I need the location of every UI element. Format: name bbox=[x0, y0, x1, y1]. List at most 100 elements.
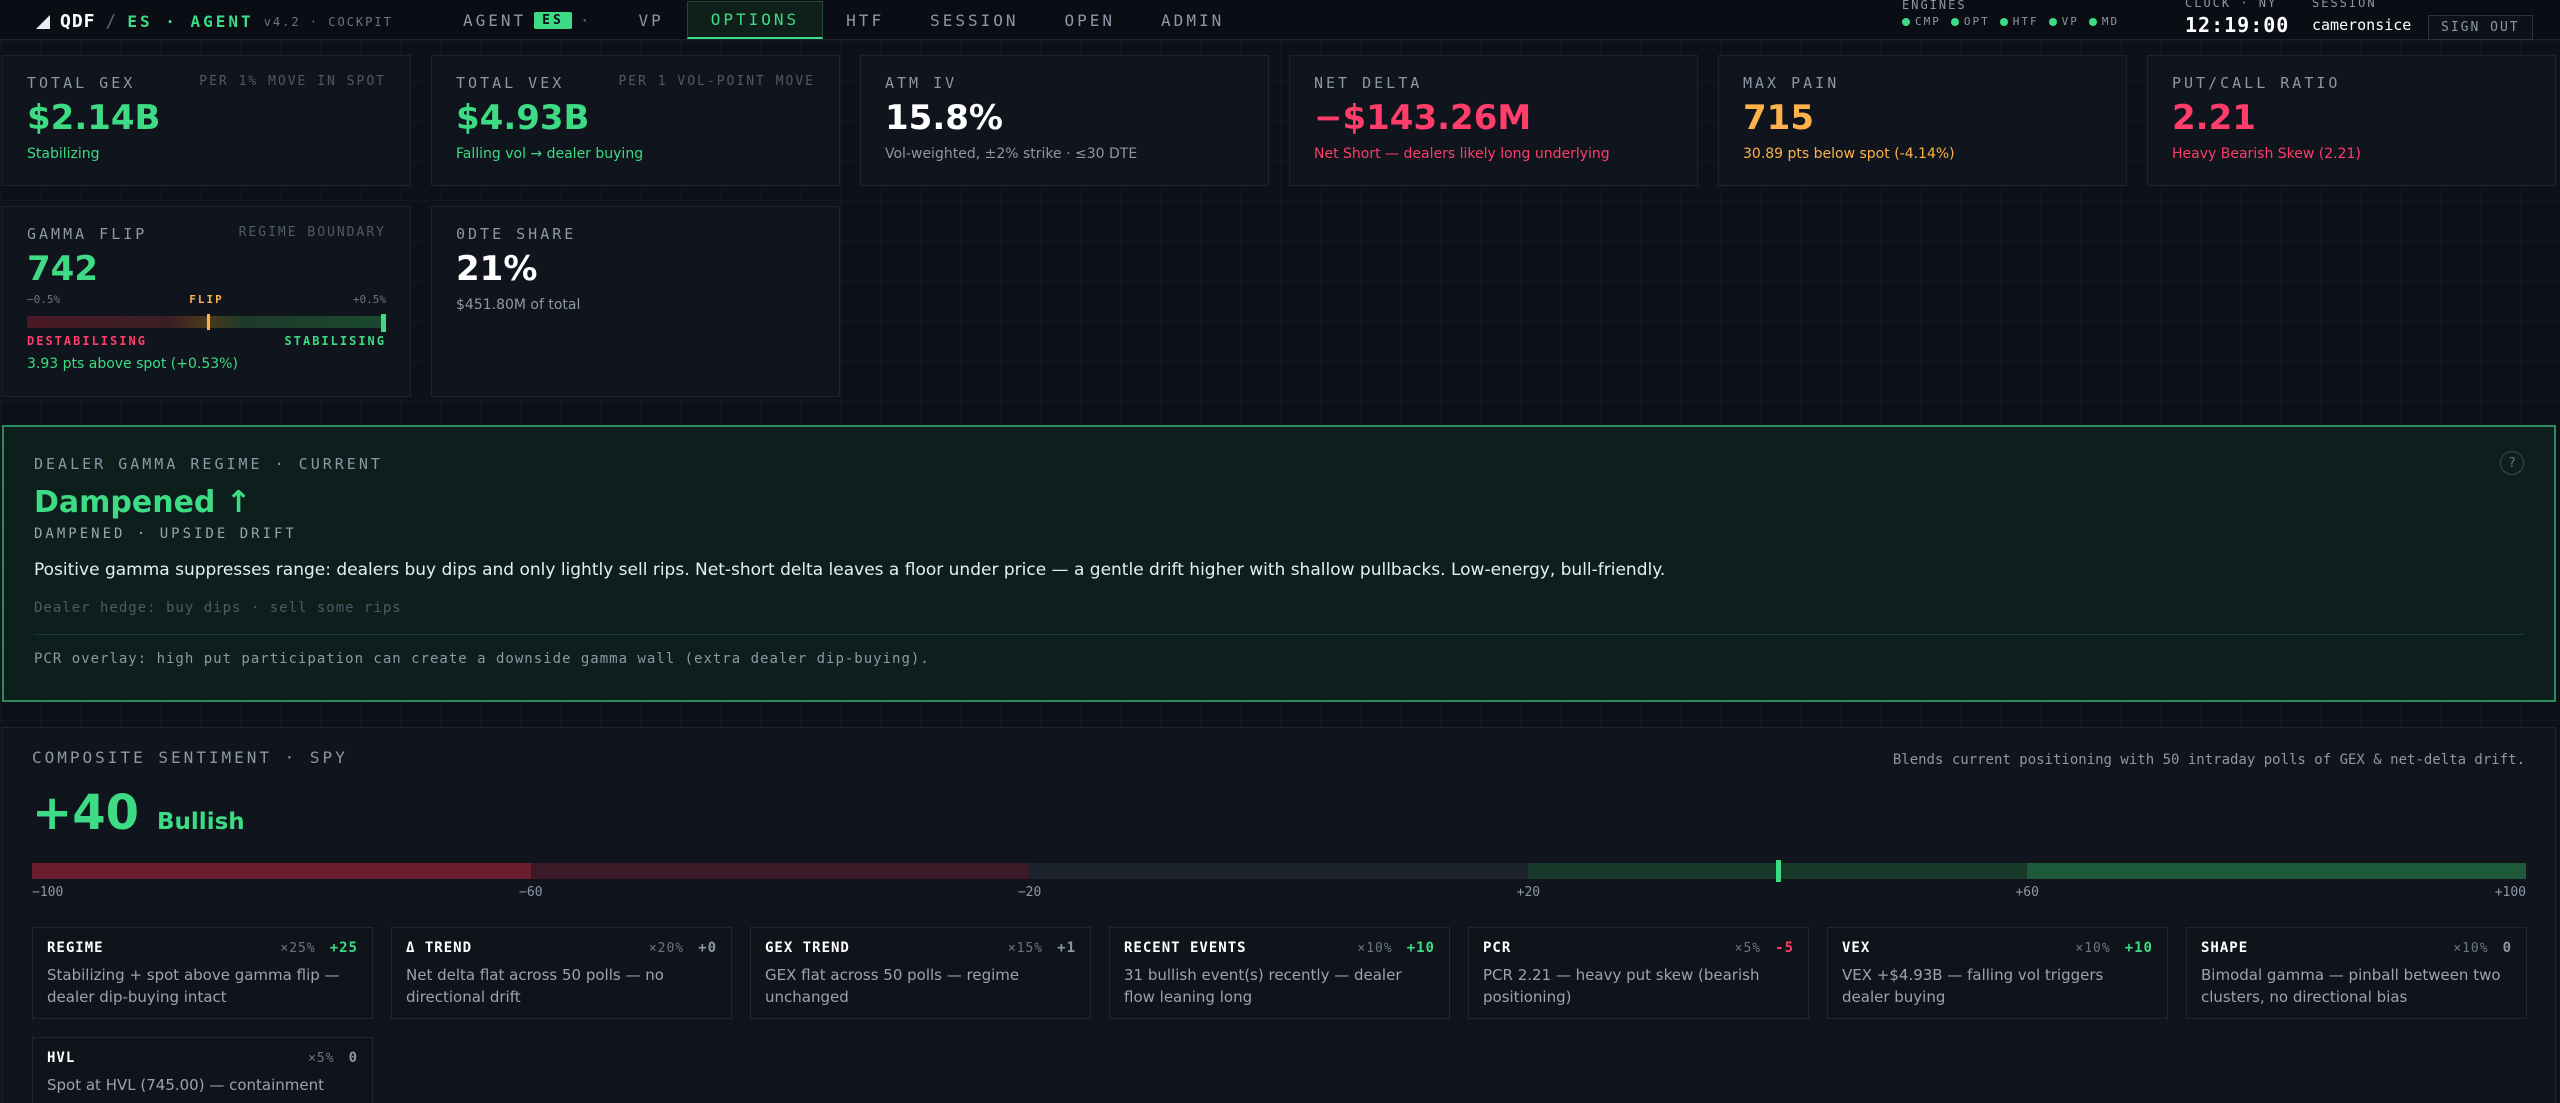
factor-text: Net delta flat across 50 polls — no dire… bbox=[406, 966, 664, 1006]
tab-label: AGENT bbox=[463, 10, 527, 30]
status-dot-icon bbox=[1902, 17, 1910, 26]
factor-card: RECENT EVENTS ×10% +10 31 bullish event(s) … bbox=[1109, 927, 1450, 1019]
username: cameronsice bbox=[2312, 16, 2412, 34]
card-label: PUT/CALL RATIO bbox=[2172, 74, 2341, 92]
card-note: Falling vol → dealer buying bbox=[456, 146, 644, 162]
factor-header: PCR ×5% -5 bbox=[1483, 940, 1794, 956]
flip-marker bbox=[206, 314, 210, 330]
card-value: 715 bbox=[1743, 98, 1814, 138]
brand-name: QDF bbox=[60, 11, 96, 32]
status-dot-icon bbox=[1950, 17, 1959, 26]
factor-card: Δ TREND ×20% +0 Net delta flat across 50 po… bbox=[391, 927, 732, 1019]
help-icon[interactable]: ? bbox=[2500, 451, 2524, 475]
engine-status: VP bbox=[2048, 15, 2079, 28]
card-value: $4.93B bbox=[456, 98, 590, 138]
score-value: +40 bbox=[32, 785, 140, 841]
tab-label: HTF bbox=[846, 10, 885, 30]
bar-segment bbox=[1029, 863, 1529, 879]
tab-admin[interactable]: ADMIN bbox=[1138, 1, 1247, 39]
regime-title: Dampened ↑ bbox=[34, 485, 2524, 520]
card-value: 742 bbox=[27, 249, 98, 289]
tab-open[interactable]: OPEN bbox=[1042, 1, 1139, 39]
tick-label: +20 bbox=[1516, 885, 1541, 900]
tab-options[interactable]: OPTIONS bbox=[686, 1, 824, 39]
session-label: SESSION bbox=[2312, 0, 2377, 10]
card-note: Vol-weighted, ±2% strike · ≤30 DTE bbox=[885, 146, 1138, 162]
brand[interactable]: QDF / ES · AGENT v4.2 · COCKPIT bbox=[36, 11, 393, 32]
sentiment-bar bbox=[32, 860, 2526, 882]
card-label: 0DTE SHARE bbox=[456, 225, 577, 243]
max-pain-card: MAX PAIN 715 30.89 pts below spot (-4.14… bbox=[1718, 55, 2127, 186]
tab-agent[interactable]: AGENT ES · bbox=[440, 1, 615, 39]
factor-header: GEX TREND ×15% +1 bbox=[765, 940, 1076, 956]
factor-header: RECENT EVENTS ×10% +10 bbox=[1124, 940, 1435, 956]
factor-score: +25 bbox=[329, 940, 358, 956]
net-delta-card: NET DELTA −$143.26M Net Short — dealers … bbox=[1289, 55, 1698, 186]
factor-name: HVL bbox=[47, 1050, 76, 1066]
factor-text: 31 bullish event(s) recently — dealer fl… bbox=[1124, 966, 1402, 1006]
tab-label: VP bbox=[638, 10, 664, 30]
flip-mid-label: FLIP bbox=[189, 293, 224, 306]
main-nav: AGENT ES · VP OPTIONS HTF SESSION OPEN A… bbox=[440, 0, 1247, 40]
card-label: TOTAL GEX bbox=[27, 74, 136, 92]
card-note: Stabilizing bbox=[27, 146, 100, 162]
flip-low-label: −0.5% bbox=[27, 293, 61, 306]
factor-card: VEX ×10% +10 VEX +$4.93B — falling vol trig… bbox=[1827, 927, 2168, 1019]
factor-card: SHAPE ×10% 0 Bimodal gamma — pinball betwee… bbox=[2186, 927, 2527, 1019]
factor-name: REGIME bbox=[47, 940, 104, 956]
dealer-hedge-note: Dealer hedge: buy dips · sell some rips bbox=[34, 600, 2524, 635]
bar-segment bbox=[2027, 863, 2526, 879]
status-dot-icon bbox=[2048, 17, 2057, 26]
flip-zone-labels: DESTABILISING STABILISING bbox=[27, 334, 386, 348]
card-note: Heavy Bearish Skew (2.21) bbox=[2172, 146, 2361, 162]
factor-weight: ×5% bbox=[1734, 940, 1762, 956]
factor-weight: ×25% bbox=[280, 940, 316, 956]
factor-score: 0 bbox=[2502, 940, 2512, 956]
factor-name: RECENT EVENTS bbox=[1124, 940, 1247, 956]
card-sublabel: REGIME BOUNDARY bbox=[238, 225, 386, 240]
tick-label: +60 bbox=[2015, 885, 2039, 900]
card-value: 21% bbox=[456, 249, 538, 289]
bar-segment bbox=[32, 863, 531, 879]
tab-vp[interactable]: VP bbox=[615, 1, 686, 39]
gamma-flip-bar bbox=[27, 314, 386, 332]
engine-name: MD bbox=[2101, 15, 2120, 28]
factor-weight: ×20% bbox=[648, 940, 685, 956]
tab-label: ADMIN bbox=[1161, 10, 1225, 30]
card-label: TOTAL VEX bbox=[456, 74, 565, 92]
top-bar: QDF / ES · AGENT v4.2 · COCKPIT AGENT ES… bbox=[0, 0, 2560, 40]
sign-out-button[interactable]: SIGN OUT bbox=[2428, 15, 2533, 40]
factor-grid: REGIME ×25% +25 Stabilizing + spot above ga… bbox=[32, 927, 2527, 1103]
card-label: GAMMA FLIP bbox=[27, 225, 148, 243]
factor-text: Bimodal gamma — pinball between two clus… bbox=[2201, 966, 2501, 1006]
tab-label: OPEN bbox=[1064, 10, 1116, 30]
factor-name: GEX TREND bbox=[765, 940, 850, 956]
clock-label: CLOCK · NY bbox=[2185, 0, 2278, 10]
card-value: $2.14B bbox=[27, 98, 161, 138]
logo-icon bbox=[36, 14, 50, 29]
engines-status: ENGINES CMP OPT HTF VP MD bbox=[1902, 0, 2119, 28]
destabilising-label: DESTABILISING bbox=[27, 334, 147, 348]
factor-text: VEX +$4.93B — falling vol triggers deale… bbox=[1842, 966, 2104, 1006]
card-value: 15.8% bbox=[885, 98, 1003, 138]
panel-blurb: Blends current positioning with 50 intra… bbox=[1892, 752, 2525, 768]
factor-card: HVL ×5% 0 Spot at HVL (745.00) — containmen… bbox=[32, 1037, 373, 1103]
score-pointer bbox=[1775, 860, 1781, 882]
tab-session[interactable]: SESSION bbox=[907, 1, 1041, 39]
factor-card: GEX TREND ×15% +1 GEX flat across 50 polls … bbox=[750, 927, 1091, 1019]
sentiment-score: +40 Bullish bbox=[32, 785, 2526, 841]
tick-label: −20 bbox=[1017, 885, 1042, 900]
tab-htf[interactable]: HTF bbox=[823, 1, 907, 39]
total-gex-card: TOTAL GEX PER 1% MOVE IN SPOT $2.14B Stab… bbox=[2, 55, 411, 186]
factor-weight: ×15% bbox=[1007, 940, 1044, 956]
put-call-ratio-card: PUT/CALL RATIO 2.21 Heavy Bearish Skew (… bbox=[2147, 55, 2556, 186]
factor-name: SHAPE bbox=[2201, 940, 2249, 956]
flip-high-label: +0.5% bbox=[352, 293, 386, 306]
composite-sentiment-panel: COMPOSITE SENTIMENT · SPY Blends current… bbox=[2, 727, 2556, 1103]
tab-label: OPTIONS bbox=[710, 10, 800, 29]
regime-description: Positive gamma suppresses range: dealers… bbox=[34, 560, 1666, 580]
dealer-gamma-regime-panel: DEALER GAMMA REGIME · CURRENT Dampened ↑… bbox=[2, 425, 2556, 702]
factor-header: REGIME ×25% +25 bbox=[47, 940, 358, 956]
card-note: 30.89 pts below spot (-4.14%) bbox=[1743, 146, 1955, 162]
agent-name: ES · AGENT bbox=[127, 12, 254, 31]
